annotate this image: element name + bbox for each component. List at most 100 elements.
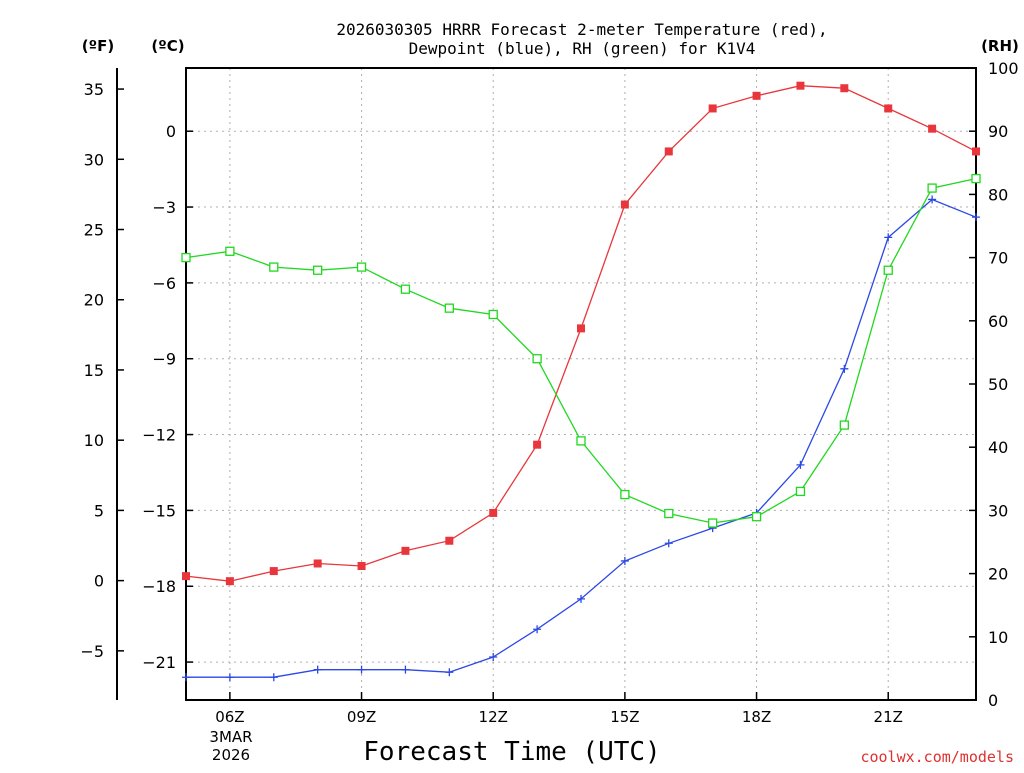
rh-point	[225, 246, 235, 256]
fahrenheit-tick-label: 0	[94, 572, 104, 591]
x-axis-title: Forecast Time (UTC)	[363, 737, 660, 767]
rh-point	[927, 183, 937, 193]
temperature-point	[972, 147, 980, 156]
rh-point	[620, 489, 630, 500]
dewpoint-point	[225, 673, 234, 682]
dewpoint-point	[620, 556, 629, 565]
rh-tick-label: 30	[988, 501, 1008, 520]
dewpoint-point	[313, 665, 322, 674]
rh-point	[795, 486, 806, 497]
fahrenheit-tick-label: 25	[84, 221, 104, 240]
celsius-tick-label: −9	[152, 350, 176, 369]
x-tick-label: 21Z	[874, 708, 903, 726]
dewpoint-point	[840, 364, 849, 373]
celsius-tick-label: −15	[142, 501, 176, 520]
celsius-unit-label: (ºC)	[151, 37, 184, 55]
rh-tick-label: 70	[988, 249, 1008, 268]
rh-point	[313, 265, 323, 275]
rh-point	[883, 265, 893, 275]
rh-point	[971, 173, 981, 184]
temperature-point	[313, 559, 322, 568]
rh-point	[444, 303, 454, 313]
temperature-point	[664, 147, 673, 156]
temperature-point	[928, 124, 937, 133]
chart-title-line2: Dewpoint (blue), RH (green) for K1V4	[409, 39, 756, 58]
dewpoint-point	[182, 673, 190, 682]
temperature-point	[620, 200, 629, 209]
dewpoint-point	[489, 653, 498, 662]
rh-tick-label: 100	[988, 59, 1019, 78]
temperature-point	[752, 91, 761, 100]
rh-point	[839, 420, 849, 430]
temperature-point	[796, 81, 805, 90]
rh-tick-label: 10	[988, 628, 1008, 647]
rh-point	[488, 309, 498, 320]
x-tick-label: 09Z	[347, 708, 376, 726]
chart-title-line1: 2026030305 HRRR Forecast 2-meter Tempera…	[336, 20, 827, 39]
temperature-point	[489, 508, 498, 517]
rh-tick-label: 50	[988, 375, 1008, 394]
celsius-tick-label: −12	[142, 426, 176, 445]
rh-tick-label: 0	[988, 691, 998, 710]
date-label-month: 3MAR	[209, 728, 252, 746]
dewpoint-point	[884, 233, 893, 242]
axes: 06Z 09Z 12Z 15Z 18Z 21Z 0 −3 −6 −9 −12 −15 −18 −21 35 3…	[80, 59, 1018, 726]
fahrenheit-tick-label: 20	[84, 291, 104, 310]
grid-lines	[186, 68, 976, 700]
temperature-point	[884, 104, 893, 113]
x-tick-label: 18Z	[742, 708, 771, 726]
series-layer	[181, 81, 981, 682]
fahrenheit-tick-label: 35	[84, 80, 104, 99]
rh-point	[708, 518, 718, 528]
temperature-point	[269, 567, 278, 576]
dewpoint-point	[928, 195, 937, 204]
credit-text: coolwx.com/models	[860, 748, 1014, 766]
temperature-point	[577, 324, 585, 333]
temperature-point	[225, 577, 234, 586]
fahrenheit-unit-label: (ºF)	[82, 37, 114, 55]
fahrenheit-tick-label: 15	[84, 361, 104, 380]
dewpoint-point	[577, 594, 585, 603]
dewpoint-point	[445, 668, 454, 677]
fahrenheit-tick-label: 30	[84, 150, 104, 169]
dewpoint-point	[533, 625, 542, 634]
celsius-tick-label: −6	[152, 274, 176, 293]
rh-tick-label: 40	[988, 438, 1008, 457]
rh-point	[356, 262, 367, 272]
temperature-series-line	[185, 85, 977, 582]
temperature-point	[182, 572, 190, 581]
celsius-tick-label: −18	[142, 577, 176, 596]
fahrenheit-tick-label: −5	[80, 642, 104, 661]
rh-point	[269, 262, 279, 272]
dewpoint-point	[972, 213, 980, 222]
rh-tick-label: 20	[988, 565, 1008, 584]
temperature-point	[840, 84, 849, 93]
rh-point	[664, 508, 674, 519]
dewpoint-point	[401, 665, 410, 674]
fahrenheit-tick-label: 10	[84, 431, 104, 450]
rh-point	[181, 252, 191, 263]
dewpoint-point	[357, 665, 366, 674]
rh-point	[751, 512, 762, 522]
rh-unit-label: (RH)	[981, 37, 1019, 55]
temperature-point	[533, 440, 542, 449]
temperature-point	[401, 546, 410, 555]
rh-point	[400, 284, 411, 294]
dewpoint-point	[796, 460, 805, 469]
celsius-tick-label: −3	[152, 198, 176, 217]
rh-tick-label: 80	[988, 185, 1008, 204]
rh-tick-label: 60	[988, 312, 1008, 331]
date-label-year: 2026	[212, 746, 250, 764]
fahrenheit-tick-label: 5	[94, 501, 104, 520]
temperature-point	[445, 536, 454, 545]
celsius-tick-label: 0	[166, 122, 176, 141]
celsius-tick-label: −21	[142, 653, 176, 672]
rh-point	[532, 354, 542, 364]
x-tick-label: 12Z	[479, 708, 508, 726]
plot-frame	[185, 67, 977, 701]
x-tick-label: 15Z	[610, 708, 639, 726]
dewpoint-point	[269, 673, 278, 682]
x-tick-label: 06Z	[215, 708, 244, 726]
dewpoint-point	[664, 539, 673, 548]
